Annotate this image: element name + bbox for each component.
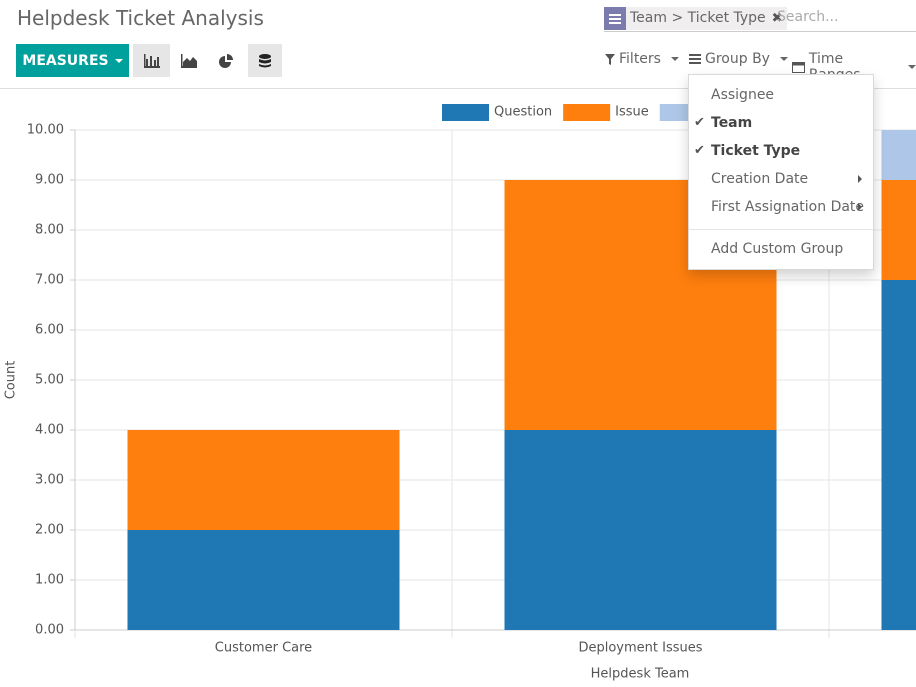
submenu-caret (858, 175, 862, 183)
x-axis-label: Helpdesk Team (591, 667, 690, 682)
check-icon: ✔ (694, 115, 705, 130)
filters-button[interactable]: Filters (605, 51, 679, 67)
page-title: Helpdesk Ticket Analysis (17, 6, 264, 30)
pie-chart-button[interactable] (207, 44, 244, 77)
y-tick-label: 8.00 (35, 223, 64, 238)
menu-item[interactable]: Add Custom Group (711, 241, 844, 257)
search-underline (604, 31, 916, 32)
y-tick-label: 9.00 (35, 173, 64, 188)
filter-icon (605, 53, 615, 65)
bar-icon (143, 53, 160, 68)
menu-item[interactable]: ✔ Ticket Type (689, 137, 873, 165)
measures-label: MEASURES (22, 52, 109, 69)
facet-remove[interactable]: ✖ (771, 11, 783, 26)
group-by-menu: Assignee ✔ Team ✔ Ticket Type Creation Date Fi… (688, 74, 874, 270)
y-tick-label: 7.00 (35, 273, 64, 288)
database-icon (259, 53, 271, 67)
y-tick-label: 6.00 (35, 323, 64, 338)
hamburger-icon (609, 13, 621, 24)
stacked-button[interactable] (248, 44, 282, 77)
menu-item[interactable]: First Assignation Date (689, 193, 873, 221)
separator (0, 88, 916, 89)
list-icon (689, 54, 701, 64)
bar-segment (881, 180, 916, 280)
submenu-caret (858, 203, 862, 211)
menu-item-label: Team (711, 115, 753, 131)
bar-segment (881, 130, 916, 180)
group-by-label: Group By (705, 51, 770, 67)
y-axis-label: Count (4, 361, 19, 400)
bar-segment (127, 530, 400, 630)
pie-icon (218, 53, 233, 68)
menu-item-label: Creation Date (711, 171, 809, 187)
y-tick-label: 0.00 (35, 623, 64, 638)
measures-button[interactable]: MEASURES (16, 44, 129, 77)
facet-icon (604, 7, 626, 30)
menu-item[interactable]: Creation Date (689, 165, 873, 193)
x-tick-label: Deployment Issues (578, 641, 702, 656)
y-tick-label: 10.00 (27, 123, 64, 138)
menu-item-label: First Assignation Date (711, 199, 865, 215)
bar-segment (127, 430, 400, 530)
legend-swatch (442, 104, 489, 121)
check-icon: ✔ (694, 143, 705, 158)
menu-divider (689, 229, 873, 230)
y-tick-label: 3.00 (35, 473, 64, 488)
legend-label: Issue (615, 105, 649, 120)
y-tick-label: 2.00 (35, 523, 64, 538)
group-by-button[interactable]: Group By (689, 51, 788, 67)
filters-label: Filters (619, 51, 661, 67)
calendar-icon (792, 62, 805, 73)
line-chart-button[interactable] (170, 44, 207, 77)
area-icon (180, 53, 197, 68)
facet-label: Team > Ticket Type ✖ (626, 7, 787, 30)
facet-text: Team > Ticket Type (630, 10, 766, 26)
x-tick-label: Customer Care (215, 641, 312, 656)
y-tick-label: 4.00 (35, 423, 64, 438)
legend-swatch (563, 104, 611, 121)
menu-item-label: Assignee (711, 87, 775, 103)
bar-segment (881, 280, 916, 630)
search-facet[interactable]: Team > Ticket Type ✖ (604, 7, 787, 30)
menu-item[interactable]: ✔ Team (689, 109, 873, 137)
menu-item[interactable]: Assignee (689, 81, 873, 109)
y-tick-label: 5.00 (35, 373, 64, 388)
legend-label: Question (494, 105, 552, 120)
search-input[interactable]: Search... (777, 9, 839, 25)
bar-segment (504, 430, 777, 630)
menu-item-label: Ticket Type (711, 143, 801, 159)
bar-chart-button[interactable] (133, 44, 170, 77)
y-tick-label: 1.00 (35, 573, 64, 588)
